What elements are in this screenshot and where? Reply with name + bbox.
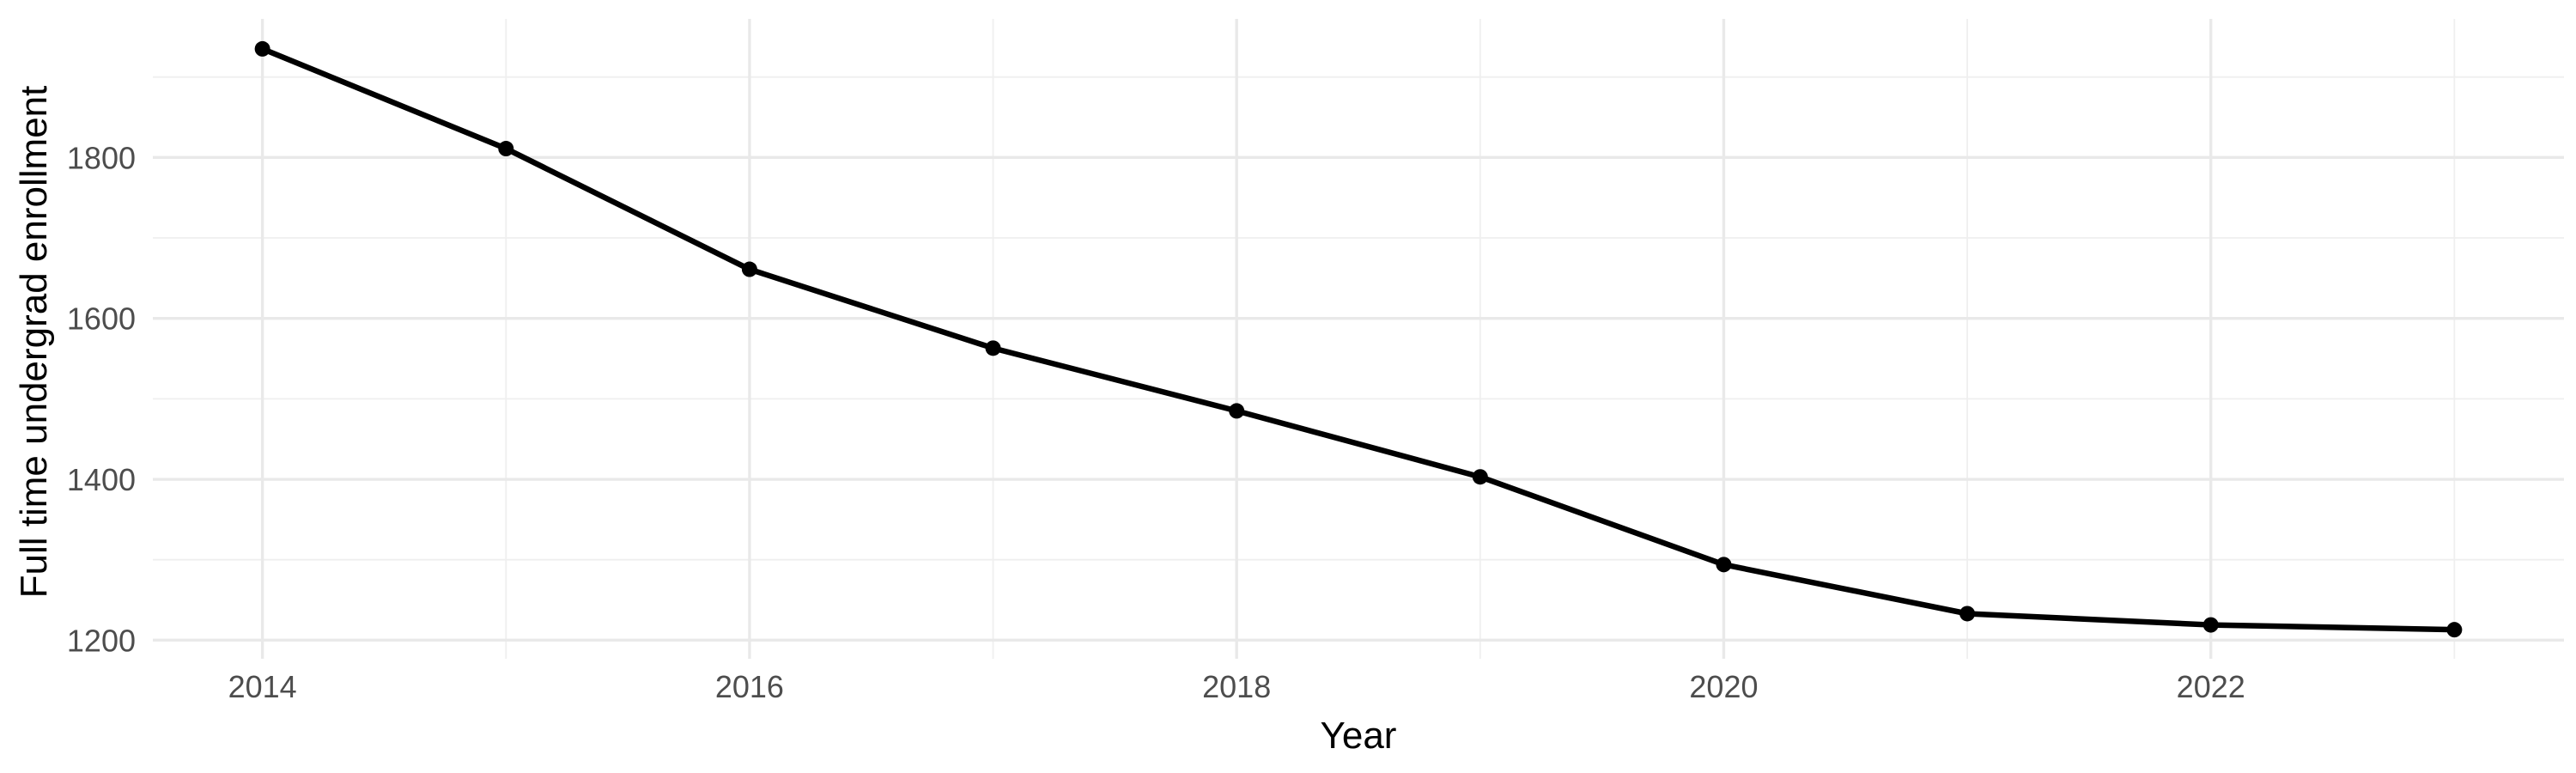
x-tick-label: 2014 <box>228 669 297 704</box>
data-point <box>498 141 514 157</box>
gridlines-minor <box>153 19 2564 659</box>
y-tick-label: 1400 <box>67 462 136 497</box>
y-tick-label: 1800 <box>67 140 136 175</box>
x-axis-tick-labels: 2014 2016 2018 2020 2022 <box>228 669 2245 704</box>
data-point <box>254 40 270 57</box>
x-tick-label: 2016 <box>715 669 784 704</box>
data-point <box>741 261 757 277</box>
y-tick-label: 1600 <box>67 301 136 337</box>
x-tick-label: 2018 <box>1202 669 1271 704</box>
data-point <box>2446 622 2463 638</box>
x-axis-title: Year <box>1321 715 1397 757</box>
y-axis-tick-labels: 1200 1400 1600 1800 <box>67 140 136 658</box>
series-line <box>259 46 2458 633</box>
data-point <box>985 340 1001 356</box>
gridlines-major <box>153 19 2564 659</box>
y-tick-label: 1200 <box>67 623 136 658</box>
y-axis-title: Full time undergrad enrollment <box>13 86 55 599</box>
x-tick-label: 2020 <box>1689 669 1758 704</box>
data-point <box>1229 403 1245 419</box>
series-layer <box>254 40 2463 638</box>
x-tick-label: 2022 <box>2177 669 2245 704</box>
data-point <box>1472 469 1488 485</box>
data-point <box>1716 557 1732 573</box>
data-point <box>1959 606 1976 622</box>
data-point <box>2202 617 2219 633</box>
